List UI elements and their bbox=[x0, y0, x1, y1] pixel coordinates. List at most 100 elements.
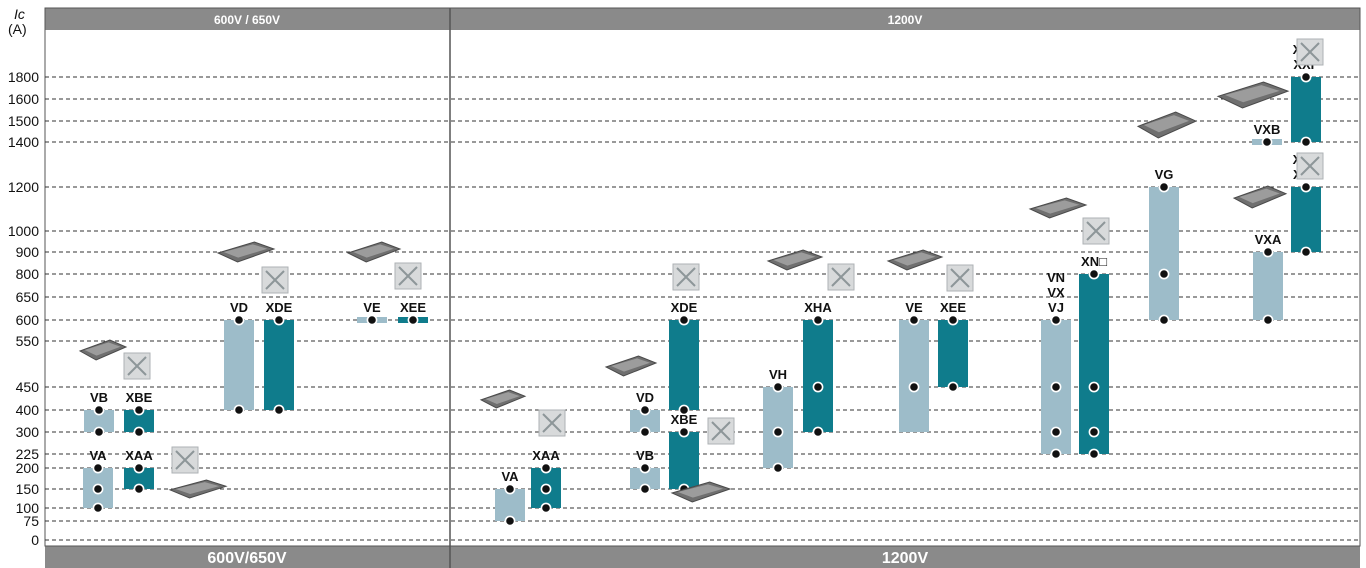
section-footer-600v-band bbox=[45, 546, 450, 568]
bar-label: XEE bbox=[400, 300, 426, 315]
bar-xxbxxf bbox=[1291, 77, 1321, 142]
bar-label: VB bbox=[90, 390, 108, 405]
bar-label: VE bbox=[363, 300, 381, 315]
cross-check-icon bbox=[123, 352, 151, 380]
y-tick-label: 600 bbox=[16, 312, 40, 328]
y-tick-label: 1600 bbox=[8, 91, 39, 107]
y-tick-labels: 1800160015001400120010009008006506005504… bbox=[8, 69, 39, 548]
bar-label: VD bbox=[636, 390, 654, 405]
current-rating-dot bbox=[366, 314, 378, 326]
bar-label: VA bbox=[89, 448, 107, 463]
current-rating-dot bbox=[273, 404, 285, 416]
y-tick-label: 400 bbox=[16, 402, 40, 418]
current-rating-dot bbox=[1261, 136, 1273, 148]
current-rating-dot bbox=[908, 314, 920, 326]
current-rating-dot bbox=[947, 381, 959, 393]
current-rating-dot bbox=[233, 404, 245, 416]
cross-check-icon bbox=[672, 263, 700, 291]
current-rating-dot bbox=[1300, 181, 1312, 193]
bar-label: XAA bbox=[125, 448, 153, 463]
bar-xha bbox=[803, 320, 833, 432]
current-rating-dot bbox=[1300, 246, 1312, 258]
current-rating-dot bbox=[772, 462, 784, 474]
section-header-600v-band bbox=[45, 8, 450, 30]
bar-label: VXB bbox=[1254, 122, 1281, 137]
section-footer-600v: 600V/650V bbox=[207, 550, 287, 567]
bar-label: VA bbox=[501, 469, 519, 484]
current-rating-dot bbox=[639, 426, 651, 438]
y-axis-title: Ic bbox=[14, 6, 25, 22]
module-photo bbox=[168, 479, 228, 499]
bar-label: VB bbox=[636, 448, 654, 463]
current-rating-dot bbox=[639, 462, 651, 474]
y-axis-unit: (A) bbox=[8, 21, 27, 37]
current-rating-dot bbox=[407, 314, 419, 326]
bar-label-layer: VB XBE VA XAA VD XDE VE XEE VA XAA VB VD XBE XDE VH XHA… bbox=[89, 42, 1320, 484]
current-rating-dot bbox=[772, 426, 784, 438]
module-photo bbox=[479, 389, 527, 409]
current-rating-dot bbox=[92, 462, 104, 474]
current-rating-dot bbox=[639, 404, 651, 416]
current-rating-dot bbox=[812, 381, 824, 393]
icon-layer bbox=[78, 38, 1324, 503]
plot-border bbox=[44, 7, 1361, 547]
bar-vd bbox=[224, 320, 254, 410]
section-footers: 600V/650V 1200V bbox=[45, 546, 1360, 568]
current-rating-dot bbox=[540, 462, 552, 474]
module-photo bbox=[1232, 185, 1288, 209]
current-rating-dot bbox=[92, 502, 104, 514]
bar-label: VXA bbox=[1255, 232, 1282, 247]
bar-vd bbox=[630, 410, 660, 432]
current-rating-dot bbox=[133, 483, 145, 495]
bar-xn bbox=[1079, 274, 1109, 454]
bar-label: XN□ bbox=[1081, 254, 1107, 269]
bar-vxa bbox=[1253, 252, 1283, 320]
cross-check-icon bbox=[707, 417, 735, 445]
cross-check-icon bbox=[538, 409, 566, 437]
current-rating-dot bbox=[93, 426, 105, 438]
y-tick-label: 450 bbox=[16, 379, 40, 395]
y-tick-label: 75 bbox=[23, 513, 39, 529]
bar-vb bbox=[630, 468, 660, 489]
current-rating-dot bbox=[1262, 314, 1274, 326]
current-rating-dot bbox=[1050, 314, 1062, 326]
current-rating-dot bbox=[93, 404, 105, 416]
dot-layer bbox=[92, 71, 1312, 527]
section-footer-1200v: 1200V bbox=[882, 550, 929, 567]
current-rating-dot bbox=[1300, 71, 1312, 83]
bar-label: VD bbox=[230, 300, 248, 315]
y-tick-label: 200 bbox=[16, 460, 40, 476]
module-photo bbox=[670, 481, 732, 503]
y-tick-label: 1500 bbox=[8, 113, 39, 129]
bar-xxaxxe bbox=[1291, 187, 1321, 252]
cross-check-icon bbox=[946, 264, 974, 292]
current-rating-dot bbox=[1088, 381, 1100, 393]
cross-check-icon bbox=[394, 262, 422, 290]
current-rating-dot bbox=[540, 483, 552, 495]
bar-xde bbox=[264, 320, 294, 410]
module-photo bbox=[1216, 81, 1290, 109]
current-rating-dot bbox=[678, 404, 690, 416]
module-photo bbox=[1028, 197, 1088, 219]
bar-vg bbox=[1149, 187, 1179, 320]
bar-label: VN bbox=[1047, 270, 1065, 285]
bar-label: XDE bbox=[671, 300, 698, 315]
cross-check-icon bbox=[1082, 217, 1110, 245]
bar-xbe bbox=[124, 410, 154, 432]
module-photo bbox=[216, 241, 276, 263]
bar-label: XHA bbox=[804, 300, 832, 315]
current-rating-dot bbox=[273, 314, 285, 326]
current-rating-dot bbox=[772, 381, 784, 393]
bar-label: XBE bbox=[671, 412, 698, 427]
bar-label: VE bbox=[905, 300, 923, 315]
current-rating-dot bbox=[233, 314, 245, 326]
bar-label: VJ bbox=[1048, 300, 1064, 315]
y-tick-label: 300 bbox=[16, 424, 40, 440]
bar-xee bbox=[938, 320, 968, 387]
current-rating-dot bbox=[1158, 268, 1170, 280]
current-rating-dot bbox=[133, 426, 145, 438]
module-photo bbox=[604, 355, 658, 377]
y-tick-label: 1800 bbox=[8, 69, 39, 85]
current-rating-dot bbox=[1050, 448, 1062, 460]
y-tick-label: 550 bbox=[16, 333, 40, 349]
